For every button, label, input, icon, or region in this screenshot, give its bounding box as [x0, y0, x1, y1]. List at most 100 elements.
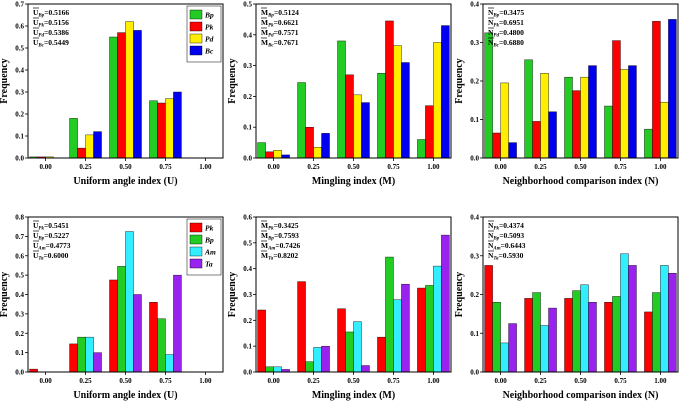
y-tick-label: 0.4: [243, 31, 252, 39]
mean-annotation: NPk=0.6951: [488, 18, 524, 29]
y-tick-label: 0.8: [15, 214, 24, 222]
y-tick-label: 0.0: [470, 155, 479, 163]
bar-pk-0.25: [69, 343, 78, 373]
mean-annotation: NBc=0.6880: [488, 38, 524, 49]
x-axis-title: Mingling index (M): [312, 390, 395, 401]
x-tick-label: 0.75: [614, 163, 627, 171]
y-tick-label: 0.6: [243, 214, 252, 222]
bar-bc-1.00: [441, 25, 450, 159]
x-axis-title: Mingling index (M): [312, 176, 395, 187]
x-tick-label: 0.50: [574, 377, 587, 385]
y-tick-label: 0.5: [243, 1, 252, 9]
bar-bp-0.50: [117, 266, 126, 373]
mean-annotation: UPk=0.5156: [33, 18, 69, 29]
y-tick-label: 0.1: [470, 116, 479, 124]
bar-am-1.00: [433, 265, 442, 373]
bar-bp-0.75: [604, 105, 613, 159]
chart-3: 0.00 0.25 0.50 0.75 1.00 0.0 0.1 0.2 0.3 0.4 Neigh…: [454, 1, 679, 187]
y-axis-title: Frequency: [0, 272, 10, 317]
y-tick-label: 0.4: [470, 1, 479, 9]
mean-annotation: UTa=0.6000: [33, 251, 69, 262]
bar-bp-0.25: [305, 361, 314, 373]
bar-am-0.75: [620, 253, 629, 373]
bar-am-0.25: [313, 347, 322, 373]
x-tick-label: 0.75: [387, 163, 400, 171]
y-tick-label: 0.0: [470, 369, 479, 377]
bar-bp-0.50: [564, 76, 573, 159]
bar-bp-1.00: [417, 139, 426, 159]
bar-pd-0.50: [125, 21, 134, 159]
bar-ta-0.50: [588, 302, 597, 373]
legend-label-ta: Ta: [205, 260, 213, 269]
mean-annotation: UAm=0.4773: [33, 241, 71, 252]
x-tick-label: 0.50: [347, 163, 360, 171]
bar-pk-0.50: [345, 74, 354, 159]
bar-pd-0.75: [393, 45, 402, 159]
bar-pk-0.25: [77, 147, 86, 159]
x-axis-title: Uniform angle index (U): [73, 176, 177, 187]
x-tick-label: 0.00: [39, 377, 52, 385]
legend-swatch-ta: [189, 258, 203, 269]
y-tick-label: 0.1: [243, 124, 252, 132]
chart-6: 0.00 0.25 0.50 0.75 1.00 0.0 0.1 0.2 0.3 0.4 Neigh…: [454, 214, 679, 401]
bar-pk-1.00: [652, 21, 661, 159]
chart-1: 0.00 0.25 0.50 0.75 1.00 0.0 0.1 0.2 0.3 0.4 0.5 0.…: [0, 1, 224, 187]
x-tick-label: 0.75: [387, 377, 400, 385]
mean-annotation: MBc=0.7671: [261, 38, 299, 49]
mean-annotation: UBc=0.5449: [33, 38, 69, 49]
mean-annotation: NTa=0.5930: [488, 251, 524, 262]
y-tick-label: 0.1: [15, 349, 24, 357]
y-tick-label: 0.3: [15, 89, 24, 97]
bar-bp-0.00: [257, 142, 266, 159]
bar-pd-0.75: [620, 69, 629, 159]
bar-am-0.00: [500, 342, 509, 373]
bar-pd-0.25: [313, 147, 322, 159]
bar-bp-0.00: [265, 366, 274, 373]
bar-ta-1.00: [441, 234, 450, 373]
x-tick-label: 0.25: [534, 163, 547, 171]
mean-annotation: NPd=0.4800: [488, 28, 524, 39]
x-tick-label: 1.00: [427, 377, 440, 385]
bar-am-0.75: [165, 354, 174, 373]
bar-bc-0.50: [588, 65, 597, 159]
x-tick-label: 0.00: [494, 163, 507, 171]
bar-pk-0.75: [157, 102, 166, 159]
bar-am-1.00: [660, 265, 669, 373]
bar-pk-0.50: [109, 279, 118, 373]
bar-pd-0.75: [165, 98, 174, 159]
x-tick-label: 0.25: [534, 377, 547, 385]
x-tick-label: 0.00: [267, 163, 280, 171]
bar-bc-0.75: [401, 62, 410, 159]
bar-pk-0.00: [265, 151, 274, 159]
x-tick-label: 0.25: [79, 377, 92, 385]
legend-swatch-bc: [189, 45, 203, 56]
legend-swatch-bp: [189, 9, 203, 20]
mean-annotation: NBp=0.5093: [488, 231, 524, 242]
legend: Pk Bp Am Ta: [186, 218, 222, 276]
x-tick-label: 0.75: [614, 377, 627, 385]
bar-pk-0.75: [385, 20, 394, 159]
bar-pk-0.00: [257, 309, 266, 373]
legend: Bp Pk Pd Bc: [186, 5, 222, 63]
bar-bp-0.25: [532, 292, 541, 373]
mean-annotation: MTa=0.8202: [261, 251, 298, 262]
legend-label-bp: Bp: [204, 11, 214, 20]
bar-ta-0.25: [321, 345, 330, 373]
bar-pk-0.00: [484, 265, 493, 373]
mean-annotation: UPd=0.5386: [33, 28, 69, 39]
bar-bp-0.75: [385, 256, 394, 373]
mean-annotation: MPk=0.3425: [261, 221, 299, 232]
bar-bc-0.25: [548, 111, 557, 159]
bar-pk-0.50: [572, 90, 581, 159]
bar-pd-0.50: [580, 76, 589, 159]
bar-bp-0.50: [109, 36, 118, 159]
bar-bp-0.75: [377, 73, 386, 159]
y-tick-label: 0.1: [15, 133, 24, 141]
y-tick-label: 0.1: [243, 343, 252, 351]
y-tick-label: 0.7: [15, 233, 24, 241]
bar-bc-0.00: [508, 142, 517, 159]
bar-ta-0.50: [133, 294, 142, 373]
x-tick-label: 1.00: [199, 163, 212, 171]
bar-bp-0.25: [524, 59, 533, 159]
bar-bc-1.00: [668, 19, 677, 159]
